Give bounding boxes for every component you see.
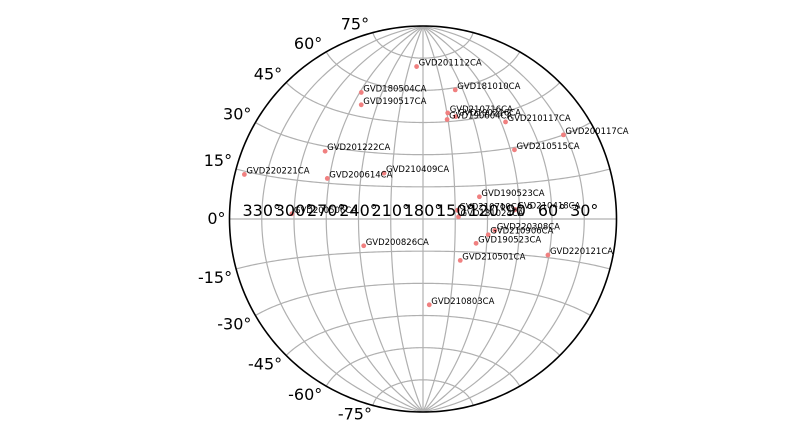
lat-tick--30: -30° [217, 315, 251, 334]
point-label-5: GVD190216CA [458, 109, 521, 119]
point-label-8: GVD200117CA [565, 127, 628, 137]
data-point-13 [241, 172, 247, 177]
data-point-19 [492, 227, 498, 233]
point-label-17: GVD200506CA [294, 206, 357, 216]
data-point-21 [473, 240, 479, 246]
projection-outline [228, 25, 618, 413]
parallel-60 [325, 51, 521, 91]
lat-tick--60: -60° [288, 385, 322, 404]
point-label-23: GVD220121CA [550, 247, 613, 257]
parallel-45 [285, 82, 561, 124]
data-point-17 [289, 211, 295, 217]
data-point-4 [445, 110, 451, 116]
data-point-11 [381, 170, 387, 176]
lon-tick-330: 330° [242, 201, 281, 220]
point-label-9: GVD201222CA [327, 143, 390, 153]
data-point-6 [444, 117, 450, 122]
data-point-2 [452, 87, 458, 93]
parallel--15 [235, 250, 611, 270]
point-label-6: GVD190604CA [449, 112, 512, 122]
point-label-16: GVD210710CA [459, 202, 522, 212]
lat-tick-75: 75° [341, 15, 369, 34]
lon-tick-150: 150° [436, 201, 475, 220]
data-point-25 [426, 302, 432, 308]
point-label-7: GVD210117CA [508, 114, 571, 124]
lon-tick-270: 270° [307, 201, 346, 220]
parallel-15 [235, 168, 611, 188]
point-label-15: GVD210418CA [517, 202, 580, 212]
lat-tick--15: -15° [198, 268, 232, 287]
data-point-15 [512, 207, 518, 212]
point-label-4: GVD210716CA [450, 105, 513, 115]
tick-labels: 330°300°270°240°210°180°150°120°90° 60° 30… [198, 15, 598, 424]
data-point-22 [361, 243, 367, 249]
lat-tick-15: 15° [204, 151, 232, 170]
lon-tick-300: 300° [275, 201, 314, 220]
point-label-2: GVD181010CA [457, 82, 520, 92]
lon-tick-90: 90° [506, 201, 534, 220]
point-label-21: GVD190523CA [478, 235, 541, 245]
parallel--45 [285, 314, 561, 356]
point-label-12: GVD200614CA [329, 170, 392, 180]
lon-tick-60: 60° [538, 201, 566, 220]
lon-tick-210: 210° [371, 201, 410, 220]
parallel--60 [325, 347, 521, 387]
data-point-10 [512, 147, 517, 153]
data-point-9 [322, 148, 328, 154]
lat-tick--75: -75° [338, 404, 372, 423]
point-label-18: GVD181024CA [460, 209, 523, 219]
parallel-30 [255, 121, 591, 156]
data-point-12 [324, 176, 330, 181]
data-point-18 [456, 214, 461, 220]
parallel--75 [372, 379, 474, 406]
data-point-20 [485, 232, 491, 238]
data-point-14 [476, 194, 482, 200]
data-point-16 [454, 207, 460, 213]
lat-tick-60: 60° [294, 34, 322, 53]
parallel--30 [255, 282, 591, 317]
data-point-0 [414, 64, 419, 69]
point-label-20: GVD210906CA [490, 227, 553, 237]
point-label-1: GVD180504CA [363, 84, 426, 94]
grid [229, 25, 617, 413]
point-label-11: GVD210409CA [386, 165, 449, 175]
data-point-3 [358, 102, 364, 108]
data-point-24 [457, 258, 463, 263]
point-label-10: GVD210515CA [516, 142, 579, 152]
point-label-0: GVD201112CA [419, 59, 482, 69]
data-point-7 [503, 119, 508, 125]
point-label-3: GVD190517CA [363, 97, 426, 107]
point-label-13: GVD220221CA [246, 166, 309, 176]
lat-tick-30: 30° [223, 105, 251, 124]
parallel-75 [372, 32, 474, 59]
lon-tick-30: 30° [570, 201, 598, 220]
point-label-25: GVD210803CA [431, 297, 494, 307]
lat-tick-0: 0° [207, 209, 225, 228]
point-label-14: GVD190523CA [481, 189, 544, 199]
point-label-22: GVD200826CA [366, 238, 429, 248]
point-label-24: GVD210501CA [462, 252, 525, 262]
point-label-19: GVD220308CA [497, 222, 560, 232]
lon-tick-120: 120° [468, 201, 507, 220]
data-point-23 [545, 252, 551, 258]
lat-tick--45: -45° [248, 354, 282, 373]
data-point-1 [358, 90, 364, 95]
data-point-5 [453, 114, 459, 119]
lon-tick-240: 240° [339, 201, 378, 220]
lon-tick-180: 180° [404, 201, 443, 220]
data-point-8 [561, 132, 566, 138]
data-points: GVD201112CA GVD180504CA GVD181010CA GVD1905… [241, 59, 629, 308]
lat-tick-45: 45° [254, 65, 282, 84]
